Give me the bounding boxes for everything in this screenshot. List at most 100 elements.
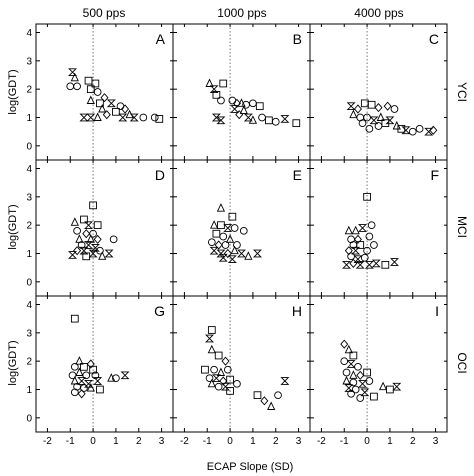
panel-letter: H (292, 303, 302, 319)
data-point-square (96, 385, 104, 394)
data-point-circle (340, 357, 349, 366)
y-axis-title-row-3: log(GDT) (7, 340, 19, 385)
data-point-square (226, 375, 234, 384)
panel-c: C (309, 23, 448, 161)
data-point-hourglass (346, 360, 356, 368)
data-point-hourglass (209, 246, 219, 255)
y-tick-label: 1 (26, 249, 32, 260)
data-point-triangle (239, 105, 248, 114)
data-point-hourglass (211, 113, 221, 122)
panel-d: 0 1 2 3 4 D (26, 159, 174, 297)
data-point-hourglass (360, 388, 370, 397)
data-point-circle (347, 252, 355, 261)
data-point-hourglass (344, 384, 354, 392)
data-point-square (217, 221, 225, 230)
data-point-circle (73, 82, 81, 91)
data-point-square (212, 90, 221, 99)
data-point-hourglass (371, 259, 381, 268)
data-point-hourglass (118, 113, 128, 122)
panel-b: B (172, 23, 311, 161)
data-point-triangle (376, 112, 385, 121)
data-point-hourglass (243, 113, 253, 122)
y-tick-label: 4 (26, 28, 32, 39)
data-point-triangle (244, 251, 253, 260)
x-axis-title: ECAP Slope (SD) (207, 461, 294, 473)
row-label-1: YCI (455, 82, 469, 102)
data-point-triangle (207, 378, 216, 388)
data-point-circle (210, 365, 218, 374)
x-tick-label: 2 (273, 436, 279, 447)
panel-frame (309, 159, 448, 297)
data-point-square (201, 365, 209, 374)
panel-frame (35, 295, 174, 433)
data-point-diamond (73, 246, 82, 256)
panel-frame (35, 159, 174, 297)
data-point-triangle (216, 203, 226, 212)
data-point-square (356, 241, 365, 249)
data-point-diamond (353, 104, 362, 114)
x-tick-label: 0 (227, 436, 233, 447)
y-tick-label: 0 (26, 277, 32, 288)
data-point-hourglass (364, 260, 374, 269)
data-point-square (86, 85, 95, 94)
data-point-triangle (225, 234, 235, 243)
data-point-diamond (349, 258, 358, 269)
data-point-circle (96, 246, 104, 255)
data-point-circle (112, 374, 120, 383)
data-point-hourglass (237, 249, 246, 258)
data-point-hourglass (93, 377, 103, 385)
data-point-diamond (429, 125, 438, 135)
data-point-triangle (349, 370, 358, 379)
data-point-circle (205, 374, 214, 383)
x-tick-label: 1 (113, 436, 119, 447)
data-point-triangle (70, 217, 79, 226)
data-point-circle (73, 226, 81, 235)
data-point-diamond (77, 389, 86, 399)
x-tick-label: -1 (203, 436, 212, 447)
data-point-diamond (223, 248, 232, 259)
data-point-circle (233, 241, 241, 249)
data-point-hourglass (218, 253, 228, 262)
data-point-square (228, 212, 237, 221)
data-point-hourglass (106, 99, 116, 108)
data-point-square (89, 201, 97, 210)
x-tick-label: -2 (317, 436, 326, 447)
data-point-circle (239, 226, 248, 235)
data-point-square (219, 79, 228, 88)
data-point-hourglass (216, 116, 226, 125)
data-point-hourglass (79, 246, 89, 255)
x-tick-label: 3 (159, 436, 165, 447)
data-point-circle (365, 232, 374, 241)
data-point-circle (214, 382, 223, 391)
x-tick-label: -1 (66, 436, 75, 447)
data-point-triangle (342, 375, 351, 385)
data-point-triangle (378, 381, 388, 391)
x-tick-label: -2 (43, 436, 52, 447)
data-point-hourglass (353, 255, 363, 264)
y-tick-label: 2 (26, 357, 32, 368)
data-point-circle (347, 389, 355, 398)
y-tick-label: 2 (26, 221, 32, 232)
data-point-circle (219, 232, 228, 241)
panel-frame (172, 295, 311, 433)
data-point-circle (221, 241, 230, 249)
y-tick-label: 4 (26, 300, 32, 311)
y-tick-label: 1 (26, 385, 32, 396)
data-point-square (226, 387, 234, 395)
y-tick-label: 2 (26, 85, 32, 96)
data-point-diamond (93, 234, 102, 244)
data-point-hourglass (351, 246, 361, 255)
x-tick-label: 2 (136, 436, 142, 447)
data-point-hourglass (120, 371, 130, 380)
data-point-circle (207, 238, 216, 247)
row-label-2: MCI (455, 216, 469, 238)
panel-g: -2 -1 0 1 2 3 0 1 2 3 4 G (26, 295, 174, 447)
data-point-circle (70, 388, 79, 397)
data-point-triangle (344, 225, 353, 235)
data-point-square (363, 192, 371, 201)
data-point-diamond (340, 339, 349, 349)
data-point-triangle (216, 367, 226, 376)
data-point-diamond (82, 229, 91, 239)
data-point-square (91, 79, 100, 88)
data-point-hourglass (211, 374, 221, 383)
